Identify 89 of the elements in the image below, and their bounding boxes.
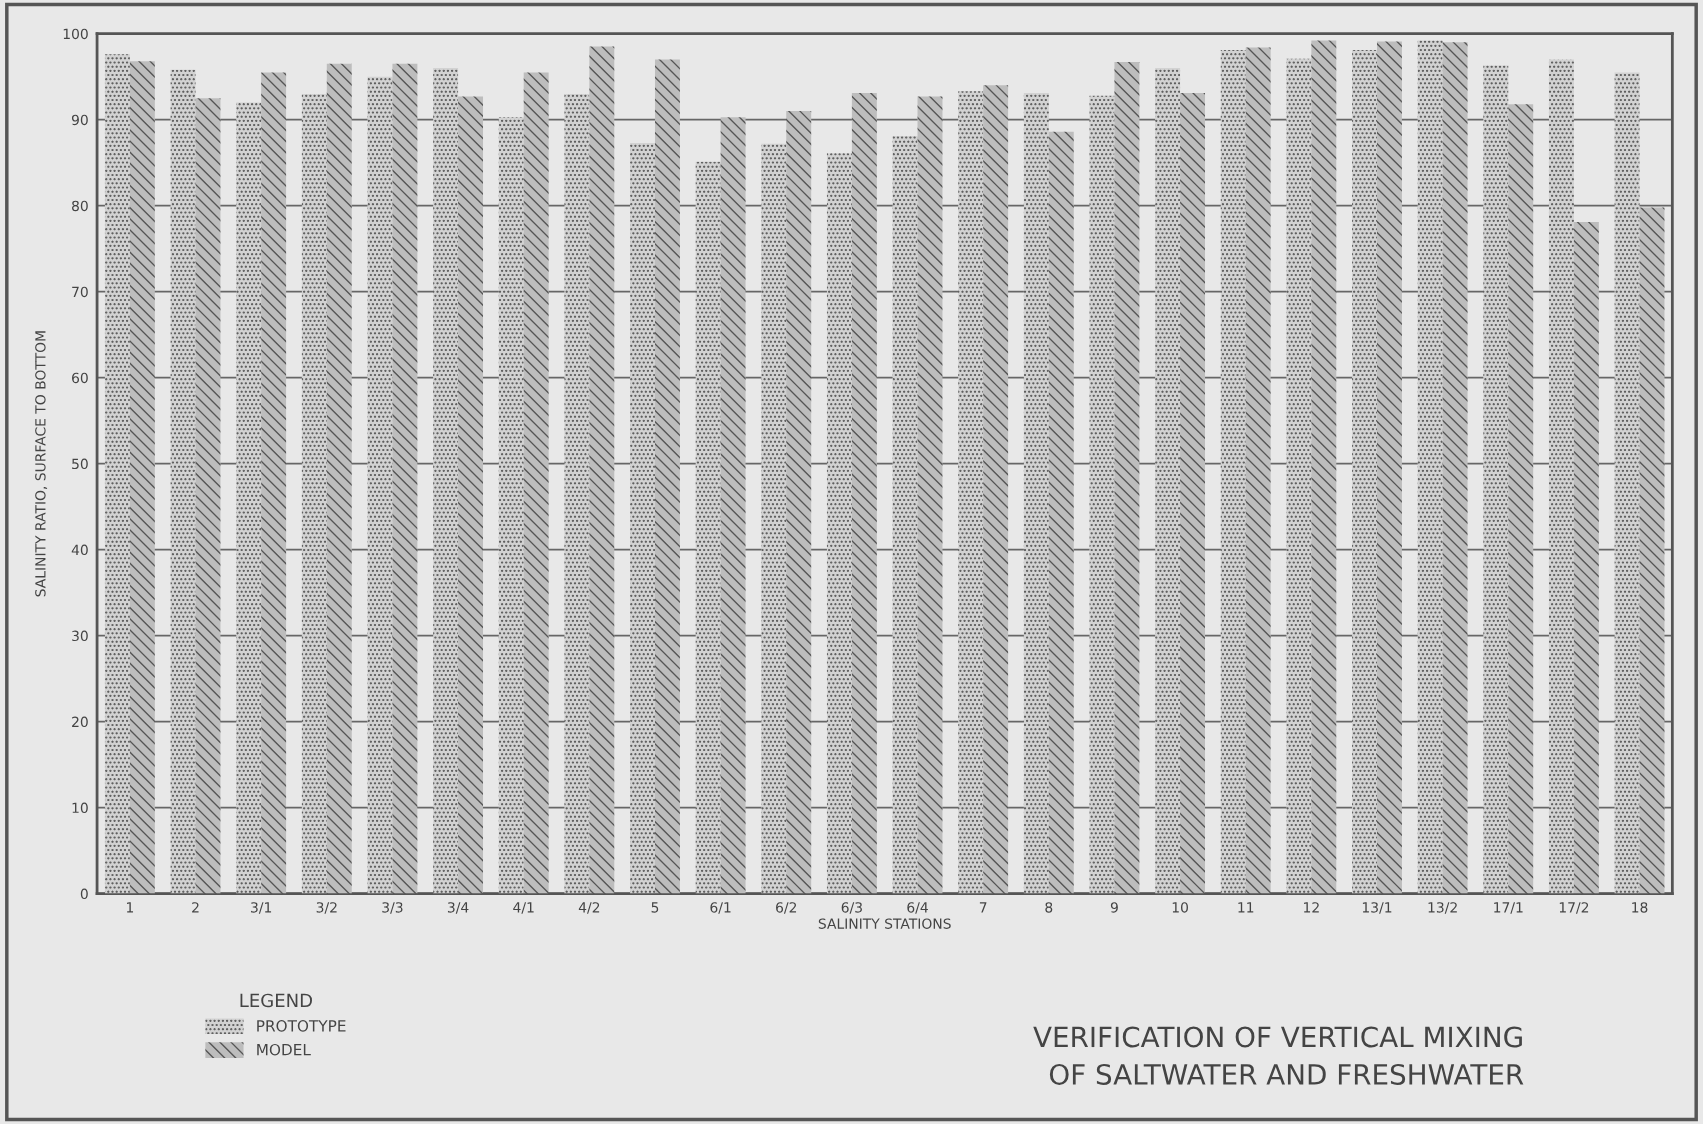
bar (1548, 59, 1574, 894)
text: VERIFICATION OF VERTICAL MIXING OF SALTWATER AND FRESHWATER (1033, 1026, 1524, 1085)
bar (630, 142, 655, 894)
legend-label: PROTOTYPE (257, 1020, 346, 1032)
x-tick-label: 2 (192, 902, 199, 913)
bar (983, 85, 1009, 894)
bar (1220, 50, 1246, 894)
bar (958, 91, 984, 894)
bar (433, 68, 459, 894)
bar (1155, 68, 1181, 894)
bar (1180, 93, 1206, 894)
bar (720, 117, 746, 894)
y-tick-label: 90 (71, 114, 88, 126)
x-tick-label: 12 (1304, 902, 1319, 913)
x-tick-label: 4/2 (578, 902, 600, 914)
bar (170, 69, 196, 894)
y-axis-title: SALINITY RATIO, SURFACE TO BOTTOM (35, 331, 48, 597)
y-tick-label: 20 (72, 716, 88, 728)
bar (786, 111, 812, 894)
bar (261, 72, 287, 894)
bar (1286, 58, 1312, 894)
y-tick-label: 50 (72, 458, 88, 470)
x-tick-label: 9 (1110, 902, 1118, 913)
bar (392, 63, 418, 894)
bar (1311, 40, 1337, 894)
bar (1639, 207, 1665, 894)
x-tick-label: 3/3 (382, 902, 403, 914)
bar (851, 93, 877, 894)
bar (1048, 131, 1074, 894)
bar (129, 61, 155, 894)
x-tick-label: 5 (651, 902, 659, 913)
x-tick-label: 6/1 (710, 902, 731, 914)
y-tick-label: 30 (72, 630, 88, 642)
x-tick-label: 13/1 (1362, 902, 1392, 914)
bar (1442, 42, 1468, 894)
bar (695, 161, 721, 894)
bar (498, 117, 524, 894)
y-tick-label: 60 (72, 372, 88, 384)
y-tick-label: 0 (80, 888, 88, 900)
x-axis-title: SALINITY STATIONS (818, 918, 951, 929)
bar (1023, 93, 1049, 894)
bar (236, 102, 262, 894)
x-tick-label: 17/1 (1494, 902, 1523, 914)
bar (564, 93, 590, 894)
bar (589, 46, 615, 894)
bar (1573, 222, 1599, 894)
bar (523, 72, 549, 894)
y-tick-label: 80 (72, 200, 88, 212)
x-tick-label: 3/1 (251, 902, 272, 914)
x-tick-label: 17/2 (1559, 902, 1589, 914)
x-tick-label: 6/4 (907, 902, 928, 914)
bar (104, 54, 130, 894)
bar (458, 96, 484, 894)
bar (301, 93, 327, 894)
bar (1376, 41, 1402, 894)
legend-title: LEGEND (240, 993, 312, 1008)
legend-label: MODEL (257, 1043, 311, 1056)
bar (1114, 62, 1140, 894)
bar (1245, 47, 1271, 894)
x-tick-label: 4/1 (513, 902, 534, 914)
bar (1089, 95, 1115, 894)
bar (826, 153, 852, 894)
x-tick-label: 18 (1632, 902, 1648, 913)
x-tick-label: 11 (1238, 902, 1254, 913)
y-tick-label: 70 (72, 286, 88, 298)
y-tick-label: 40 (71, 544, 88, 556)
x-tick-label: 6/2 (776, 902, 797, 914)
x-tick-label: 8 (1045, 902, 1053, 913)
bar (326, 63, 352, 894)
bar (892, 136, 918, 894)
bar (195, 98, 221, 894)
y-tick-label: 10 (72, 802, 88, 814)
x-tick-label: 3/4 (447, 902, 469, 914)
bar (1614, 72, 1640, 894)
x-tick-label: 1 (127, 902, 134, 913)
x-tick-label: 10 (1172, 902, 1188, 913)
x-tick-label: 3/2 (316, 902, 337, 914)
x-tick-label: 13/2 (1428, 902, 1457, 914)
bar (367, 76, 393, 894)
bar (761, 143, 787, 894)
bar (654, 59, 680, 894)
bar (1483, 65, 1509, 894)
bar (917, 96, 943, 894)
y-tick-label: 100 (63, 28, 88, 40)
bar (1508, 104, 1534, 894)
x-tick-label: 6/3 (841, 902, 862, 914)
x-tick-label: 7 (979, 902, 987, 913)
bar (1352, 50, 1377, 894)
bar (1417, 40, 1443, 894)
